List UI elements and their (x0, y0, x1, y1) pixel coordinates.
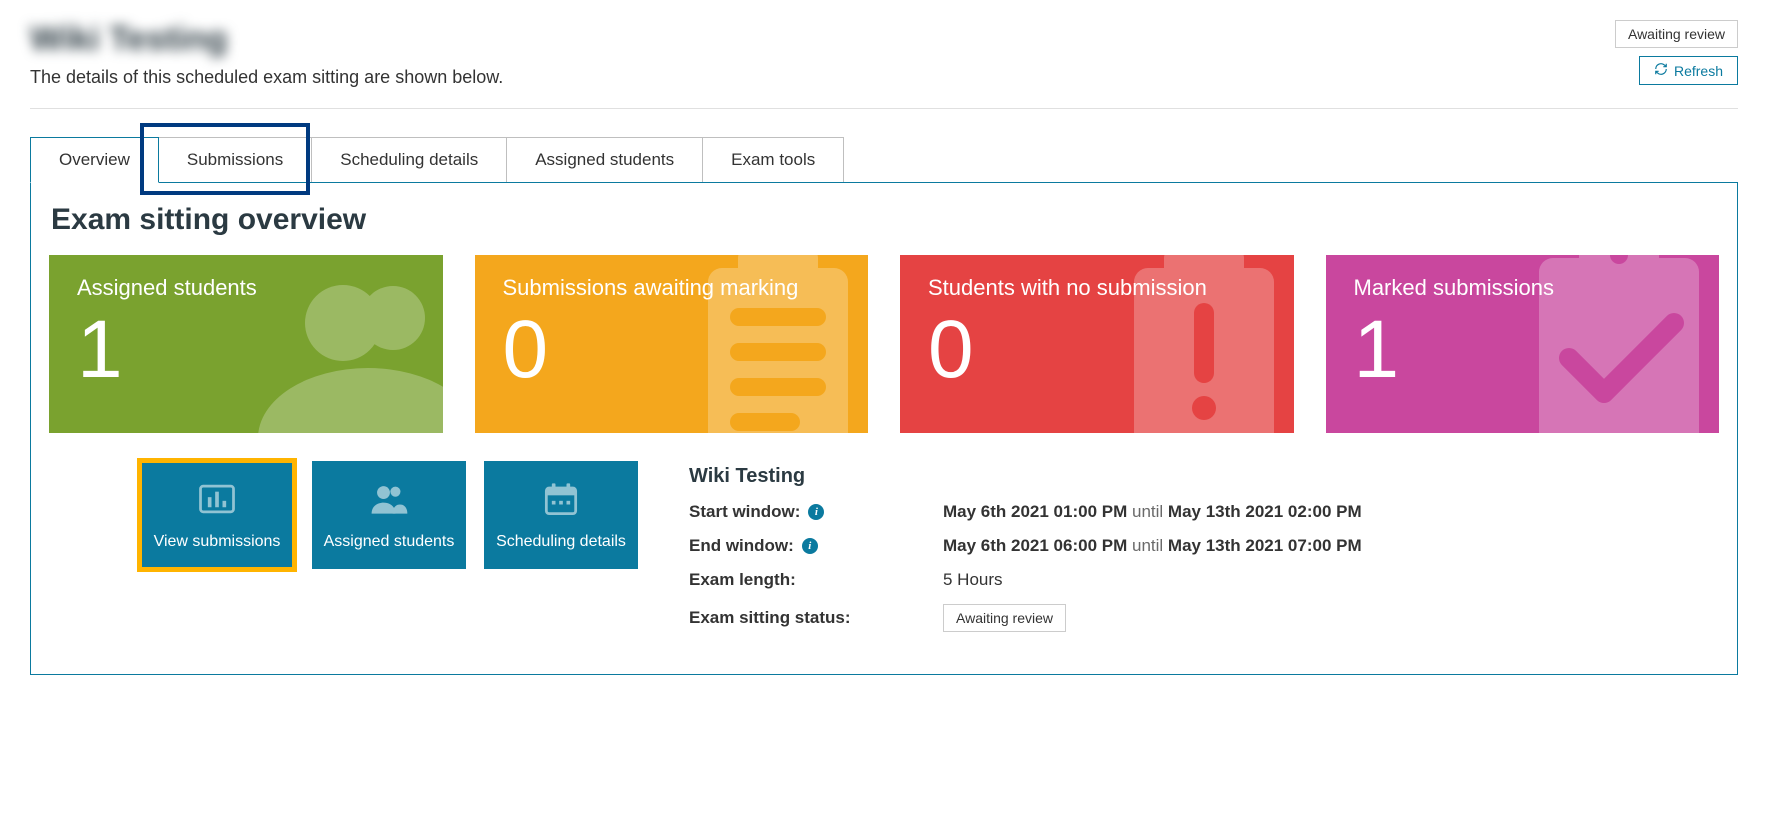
refresh-icon (1654, 62, 1668, 79)
card-value: 1 (1354, 309, 1692, 391)
card-label: Submissions awaiting marking (503, 275, 841, 301)
action-label: Assigned students (324, 533, 455, 551)
tab-overview[interactable]: Overview (30, 137, 159, 183)
tab-scheduling-details[interactable]: Scheduling details (311, 137, 507, 182)
exam-status-value: Awaiting review (943, 604, 1066, 632)
details-block: Wiki Testing Start window: i May 6th 202… (689, 461, 1719, 646)
details-title: Wiki Testing (689, 465, 1719, 488)
start-window-value: May 6th 2021 01:00 PM until May 13th 202… (943, 502, 1362, 522)
status-badge: Awaiting review (1615, 20, 1738, 48)
card-label: Marked submissions (1354, 275, 1692, 301)
end-window-value: May 6th 2021 06:00 PM until May 13th 202… (943, 536, 1362, 556)
page-subtitle: The details of this scheduled exam sitti… (30, 67, 503, 88)
tab-assigned-students[interactable]: Assigned students (506, 137, 703, 182)
tab-submissions[interactable]: Submissions (158, 137, 312, 182)
tab-exam-tools[interactable]: Exam tools (702, 137, 844, 182)
card-submissions-awaiting[interactable]: Submissions awaiting marking 0 (475, 255, 869, 433)
page-header: Wiki Testing The details of this schedul… (30, 20, 1738, 88)
action-buttons: View submissions Ass (129, 461, 649, 569)
header-divider (30, 108, 1738, 109)
view-submissions-button[interactable]: View submissions (140, 461, 294, 569)
start-window-label: Start window: (689, 502, 800, 522)
card-value: 0 (928, 309, 1266, 391)
card-label: Assigned students (77, 275, 415, 301)
card-no-submission[interactable]: Students with no submission 0 (900, 255, 1294, 433)
card-label: Students with no submission (928, 275, 1266, 301)
card-value: 1 (77, 309, 415, 391)
exam-length-value: 5 Hours (943, 570, 1003, 590)
stats-cards-row: Assigned students 1 Submissions awai (49, 255, 1719, 433)
card-marked-submissions[interactable]: Marked submissions 1 (1326, 255, 1720, 433)
action-label: View submissions (154, 533, 281, 551)
refresh-button[interactable]: Refresh (1639, 56, 1738, 85)
page-title-blurred: Wiki Testing (30, 20, 503, 59)
action-label: Scheduling details (496, 533, 626, 551)
lower-row: View submissions Ass (49, 461, 1719, 646)
exam-status-label: Exam sitting status: (689, 608, 851, 628)
assigned-students-button[interactable]: Assigned students (312, 461, 466, 569)
card-assigned-students[interactable]: Assigned students 1 (49, 255, 443, 433)
card-value: 0 (503, 309, 841, 391)
calendar-icon (539, 480, 583, 523)
people-icon (367, 480, 411, 523)
info-icon[interactable]: i (808, 504, 824, 520)
exam-length-label: Exam length: (689, 570, 796, 590)
scheduling-details-button[interactable]: Scheduling details (484, 461, 638, 569)
panel-heading: Exam sitting overview (49, 203, 1719, 237)
bar-chart-icon (195, 480, 239, 523)
overview-panel: Exam sitting overview Assigned students … (30, 182, 1738, 675)
refresh-label: Refresh (1674, 63, 1723, 79)
tab-bar: Overview Submissions Scheduling details … (30, 137, 1738, 182)
end-window-label: End window: (689, 536, 794, 556)
info-icon[interactable]: i (802, 538, 818, 554)
